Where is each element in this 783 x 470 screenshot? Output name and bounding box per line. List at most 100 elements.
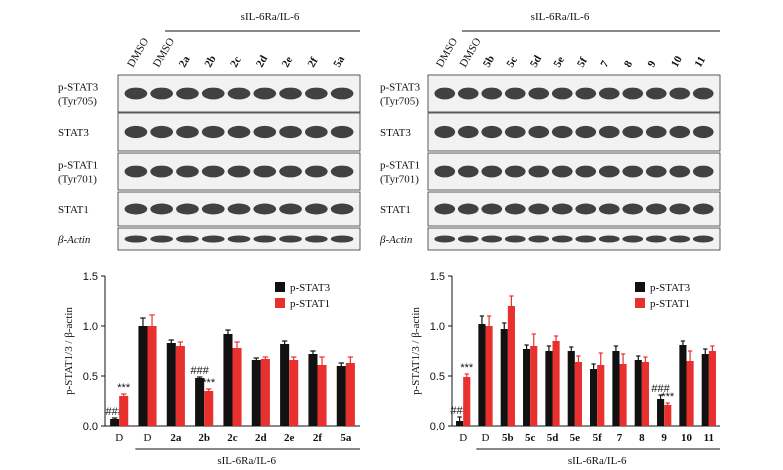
blot-band xyxy=(504,203,526,215)
bar xyxy=(119,396,129,426)
x-tick-label: 5f xyxy=(593,432,603,444)
significance: *** xyxy=(460,362,474,374)
row-label: (Tyr705) xyxy=(58,96,97,108)
y-tick-label: 1.5 xyxy=(430,271,445,283)
bar xyxy=(567,351,575,426)
row-label: β-Actin xyxy=(57,234,91,246)
blot-band xyxy=(253,235,277,243)
blot-band xyxy=(457,125,479,139)
blot-band xyxy=(201,165,225,178)
bar xyxy=(110,419,120,426)
legend-label: p-STAT3 xyxy=(650,282,691,294)
x-tick-label: 5c xyxy=(525,432,536,444)
bar xyxy=(708,351,716,426)
x-tick-label: 5e xyxy=(570,432,581,444)
blot-band xyxy=(598,87,620,100)
x-tick-label: 2b xyxy=(198,432,210,444)
x-tick-label: 2d xyxy=(255,432,267,444)
blot-band xyxy=(304,235,328,243)
blot-band xyxy=(528,235,550,243)
lane-label: DMSO xyxy=(457,36,483,70)
bar xyxy=(485,326,493,426)
significance: ### xyxy=(651,383,670,395)
blot-band xyxy=(598,125,620,139)
blot-strip xyxy=(427,227,721,251)
lane-label: 2a xyxy=(177,54,193,70)
blot-band xyxy=(645,235,667,243)
blot-band xyxy=(551,87,573,100)
blot-band xyxy=(457,203,479,215)
row-label: β-Actin xyxy=(379,234,413,246)
blot-band xyxy=(575,87,597,100)
y-axis-label: p-STAT1/3 / β-actin xyxy=(63,307,75,395)
blot-band xyxy=(150,235,174,243)
blot-band xyxy=(201,203,225,215)
blot-band xyxy=(304,203,328,215)
bar xyxy=(260,359,270,426)
legend-swatch xyxy=(635,298,645,308)
bar xyxy=(545,351,553,426)
blot-band xyxy=(434,203,456,215)
lane-label: 5f xyxy=(575,55,590,69)
blot-band xyxy=(279,203,302,215)
row-label: p-STAT1 xyxy=(58,160,98,172)
lane-label: 7 xyxy=(598,58,611,69)
lane-label: 2d xyxy=(254,53,270,69)
blot-band xyxy=(669,235,691,243)
bar xyxy=(590,369,598,426)
row-label: (Tyr705) xyxy=(380,96,419,108)
blot-band xyxy=(457,235,479,243)
blot-band xyxy=(434,235,456,243)
bar xyxy=(657,399,665,426)
bar xyxy=(463,377,471,426)
x-tick-label: 2c xyxy=(227,432,238,444)
blot-header: sIL-6Ra/IL-6 xyxy=(531,11,590,23)
row-label: STAT3 xyxy=(58,127,89,139)
blot-band xyxy=(551,235,573,243)
blot-band xyxy=(622,87,644,100)
blot-band xyxy=(304,125,328,139)
blot-band xyxy=(669,203,691,215)
blot-band xyxy=(253,87,277,100)
x-tick-label: 11 xyxy=(704,432,714,444)
x-tick-label: 5b xyxy=(502,432,514,444)
blot-band xyxy=(176,125,199,139)
y-tick-label: 1.5 xyxy=(83,271,98,283)
lane-label: 2e xyxy=(280,54,296,69)
x-tick-label: D xyxy=(459,432,467,444)
blot-band xyxy=(669,125,691,139)
legend-swatch xyxy=(275,282,285,292)
blot-band xyxy=(551,125,573,139)
lane-label: 5d xyxy=(528,53,544,69)
bar xyxy=(664,405,672,426)
blot-band xyxy=(622,203,644,215)
lane-label: 11 xyxy=(692,54,708,69)
blot-band xyxy=(669,165,691,178)
row-label: p-STAT3 xyxy=(380,82,421,94)
blot-band xyxy=(304,87,328,100)
blot-band xyxy=(330,125,354,139)
blot-band xyxy=(330,165,354,178)
blot-band xyxy=(176,203,199,215)
y-tick-label: 0.0 xyxy=(430,421,445,433)
bar xyxy=(166,343,176,426)
x-tick-label: D xyxy=(115,432,123,444)
blot-band xyxy=(457,87,479,100)
bar xyxy=(251,360,261,426)
row-label: p-STAT3 xyxy=(58,82,99,94)
bar xyxy=(317,365,327,426)
blot-band xyxy=(669,87,691,100)
bar xyxy=(204,391,214,426)
bar xyxy=(223,334,233,426)
blot-band xyxy=(176,165,199,178)
row-label: STAT1 xyxy=(380,204,411,216)
bar xyxy=(574,362,582,426)
blot-band xyxy=(330,203,354,215)
lane-label: 10 xyxy=(669,54,685,70)
significance: *** xyxy=(117,382,131,394)
blot-band xyxy=(253,125,277,139)
lane-label: 2c xyxy=(228,54,244,69)
blot-band xyxy=(645,165,667,178)
lane-label: 5c xyxy=(504,54,520,69)
row-label: (Tyr701) xyxy=(380,174,419,186)
